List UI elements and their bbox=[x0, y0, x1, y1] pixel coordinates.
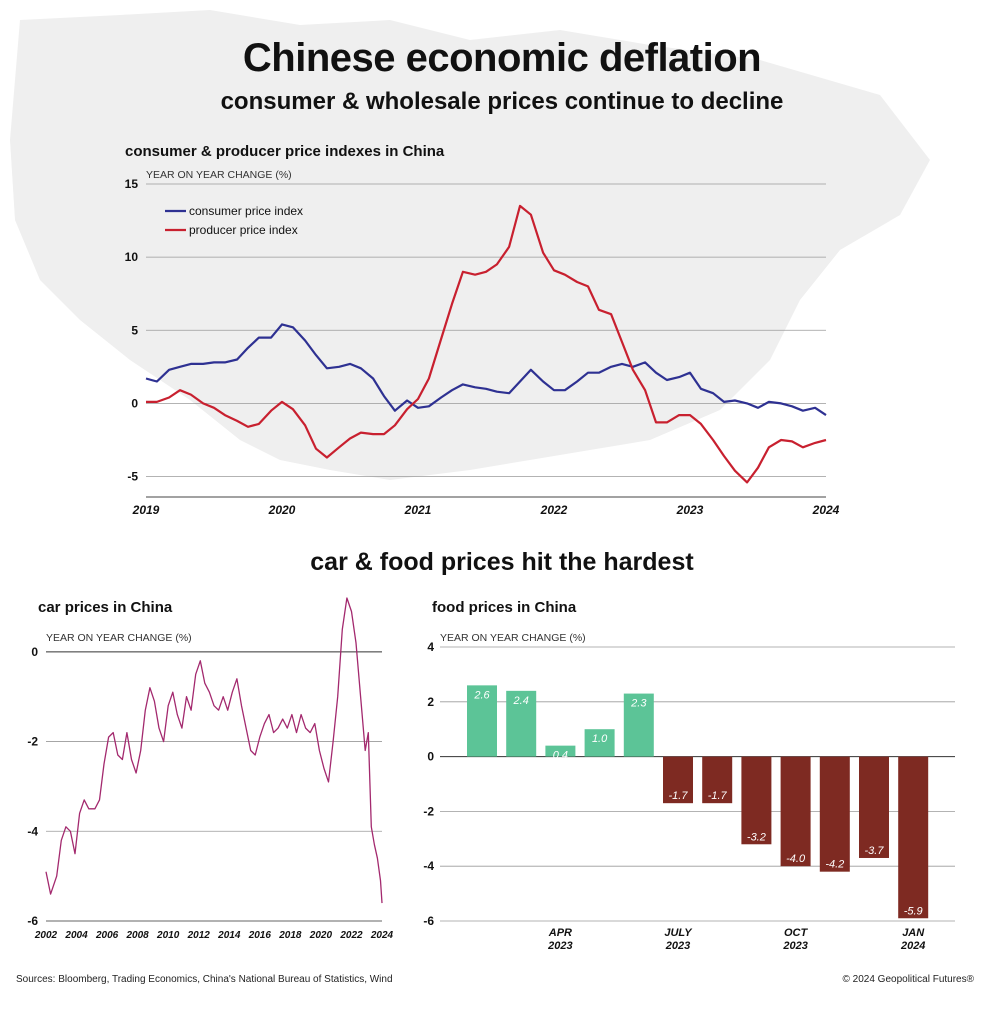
x-tick-label: 2024 bbox=[812, 503, 840, 517]
cpi-line bbox=[145, 323, 827, 417]
y-tick-label: -6 bbox=[27, 914, 38, 928]
x-tick-label: 2024 bbox=[370, 930, 394, 941]
y-tick-label: 0 bbox=[131, 396, 138, 410]
x-tick-label: 2023 bbox=[665, 940, 690, 952]
y-tick-label: -4 bbox=[423, 859, 434, 873]
y-tick-label: 2 bbox=[427, 695, 434, 709]
bar-value-label: -4.2 bbox=[825, 859, 844, 871]
copyright: © 2024 Geopolitical Futures® bbox=[842, 974, 974, 985]
cpi-ppi-chart: consumer & producer price indexes in Chi… bbox=[125, 143, 840, 517]
x-tick-label: 2006 bbox=[95, 930, 119, 941]
y-tick-label: 0 bbox=[427, 750, 434, 764]
x-tick-label: 2022 bbox=[540, 503, 568, 517]
x-tick-label: 2019 bbox=[132, 503, 160, 517]
bar-value-label: -3.7 bbox=[865, 845, 885, 857]
x-tick-label: 2008 bbox=[126, 930, 150, 941]
x-tick-label: OCT bbox=[784, 927, 809, 939]
ppi-line bbox=[146, 204, 827, 484]
bar-value-label: -4.0 bbox=[786, 853, 806, 865]
y-axis-label: YEAR ON YEAR CHANGE (%) bbox=[46, 632, 192, 644]
y-tick-label: 5 bbox=[131, 323, 138, 337]
x-tick-label: 2018 bbox=[278, 930, 302, 941]
x-tick-label: 2022 bbox=[339, 930, 363, 941]
y-tick-label: -2 bbox=[27, 735, 38, 749]
food-bar bbox=[780, 756, 811, 867]
food-bar bbox=[741, 756, 772, 845]
food-bar bbox=[859, 756, 889, 858]
sources-note: Sources: Bloomberg, Trading Economics, C… bbox=[16, 974, 393, 985]
background-china-map bbox=[10, 10, 930, 480]
bar-value-label: -5.9 bbox=[904, 905, 923, 917]
bar-value-label: 2.6 bbox=[473, 689, 490, 701]
bar-value-label: -1.7 bbox=[669, 790, 689, 802]
x-tick-label: APR bbox=[548, 927, 572, 939]
y-tick-label: -4 bbox=[27, 824, 38, 838]
y-tick-label: 15 bbox=[125, 177, 139, 191]
y-tick-label: -5 bbox=[127, 470, 138, 484]
y-axis-label: YEAR ON YEAR CHANGE (%) bbox=[440, 632, 586, 644]
section-title: car & food prices hit the hardest bbox=[310, 548, 694, 576]
food-bar bbox=[545, 745, 576, 757]
page-subtitle: consumer & wholesale prices continue to … bbox=[220, 88, 784, 115]
y-tick-label: 0 bbox=[31, 645, 38, 659]
x-tick-label: 2014 bbox=[217, 930, 241, 941]
food-bar bbox=[819, 756, 850, 872]
x-tick-label: 2020 bbox=[309, 930, 333, 941]
food-bar bbox=[702, 756, 733, 804]
bar-value-label: 0.4 bbox=[553, 750, 568, 762]
chart-title: food prices in China bbox=[432, 599, 577, 616]
x-tick-label: 2020 bbox=[268, 503, 296, 517]
legend-label: producer price index bbox=[189, 223, 298, 237]
food-bar bbox=[623, 693, 654, 757]
bar-value-label: -1.7 bbox=[708, 790, 728, 802]
bar-value-label: 2.4 bbox=[513, 695, 529, 707]
x-tick-label: 2004 bbox=[64, 930, 88, 941]
x-tick-label: 2023 bbox=[547, 940, 572, 952]
page-title: Chinese economic deflation bbox=[242, 36, 762, 80]
x-tick-label: JAN bbox=[902, 927, 925, 939]
food-bar bbox=[467, 685, 497, 757]
y-tick-label: 4 bbox=[427, 640, 434, 654]
x-tick-label: 2002 bbox=[34, 930, 58, 941]
x-tick-label: 2016 bbox=[248, 930, 272, 941]
food-bar bbox=[506, 690, 537, 757]
y-axis-label: YEAR ON YEAR CHANGE (%) bbox=[146, 169, 292, 181]
y-tick-label: 10 bbox=[125, 250, 139, 264]
bar-value-label: -3.2 bbox=[747, 831, 766, 843]
x-tick-label: 2023 bbox=[782, 940, 807, 952]
x-tick-label: JULY bbox=[664, 927, 693, 939]
food-bar bbox=[898, 756, 929, 919]
x-tick-label: 2012 bbox=[187, 930, 211, 941]
chart-title: car prices in China bbox=[38, 599, 173, 616]
y-tick-label: -6 bbox=[423, 914, 434, 928]
food-bar bbox=[663, 756, 693, 804]
x-tick-label: 2010 bbox=[156, 930, 180, 941]
y-tick-label: -2 bbox=[423, 804, 434, 818]
chart-title: consumer & producer price indexes in Chi… bbox=[125, 143, 445, 160]
legend-label: consumer price index bbox=[189, 204, 303, 218]
car-price-line bbox=[45, 597, 383, 904]
x-tick-label: 2023 bbox=[676, 503, 704, 517]
bar-value-label: 2.3 bbox=[630, 698, 647, 710]
x-tick-label: 2024 bbox=[900, 940, 925, 952]
food-bar bbox=[584, 729, 615, 757]
bar-value-label: 1.0 bbox=[592, 733, 608, 745]
x-tick-label: 2021 bbox=[404, 503, 432, 517]
